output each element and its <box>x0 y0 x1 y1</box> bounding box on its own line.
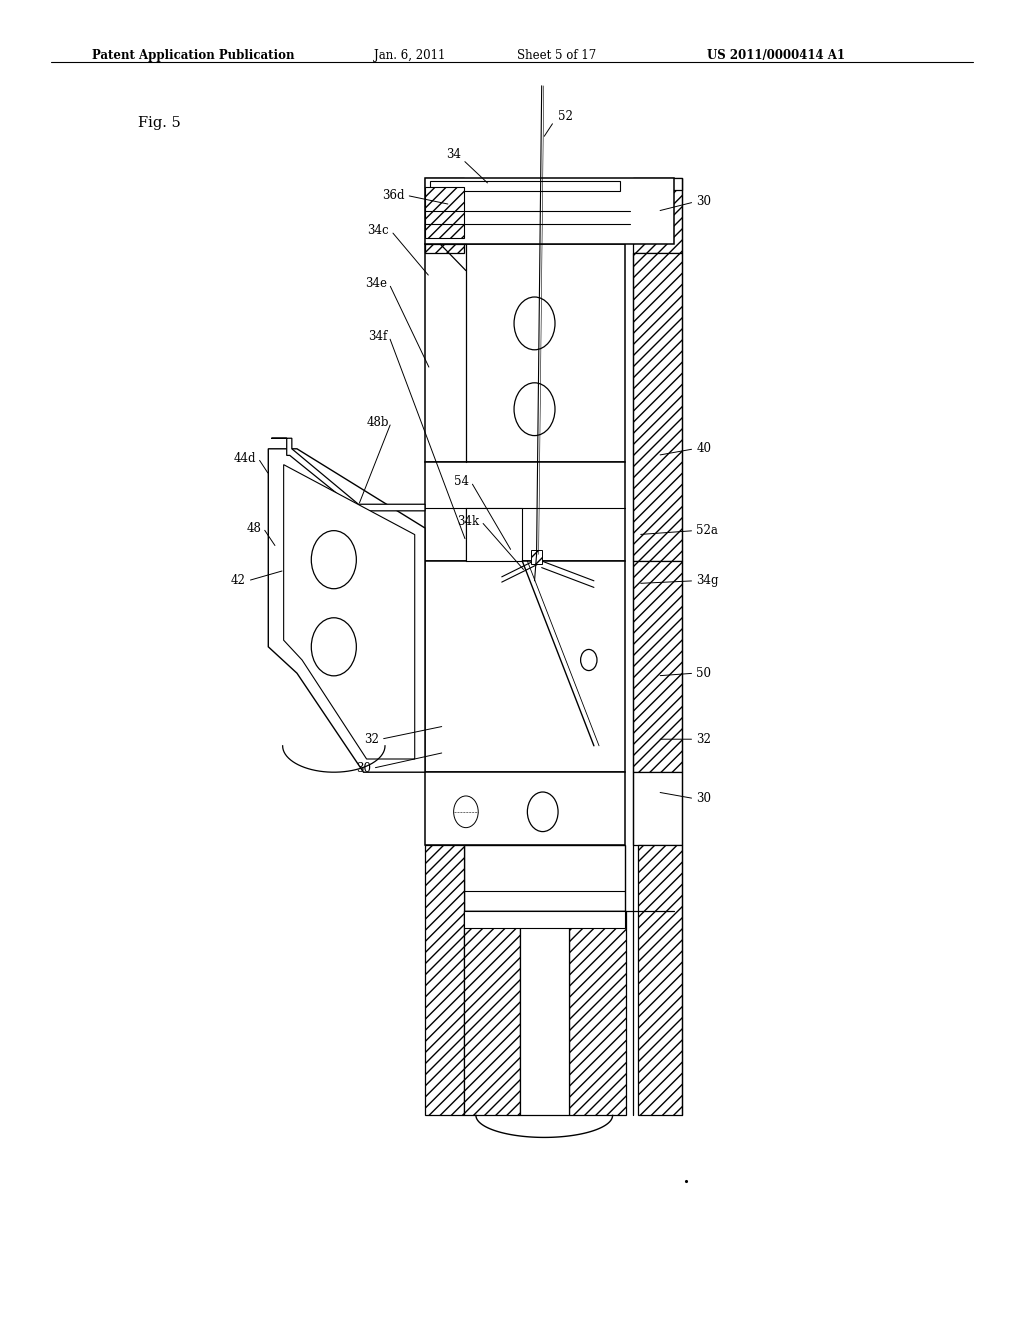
Bar <box>520 911 569 1115</box>
Bar <box>425 178 674 244</box>
Circle shape <box>514 297 555 350</box>
Bar <box>633 178 682 253</box>
Bar <box>464 911 520 1115</box>
Bar <box>425 772 625 845</box>
Bar <box>464 911 625 928</box>
Text: 32: 32 <box>696 733 712 746</box>
Text: 50: 50 <box>696 667 712 680</box>
Circle shape <box>514 383 555 436</box>
Bar <box>633 561 682 772</box>
Polygon shape <box>268 449 425 772</box>
Polygon shape <box>271 438 425 511</box>
Text: 34: 34 <box>445 148 461 161</box>
Text: Jan. 6, 2011: Jan. 6, 2011 <box>374 49 445 62</box>
Text: 48: 48 <box>246 521 261 535</box>
Bar <box>425 244 625 462</box>
Bar <box>569 911 626 1115</box>
Bar <box>633 253 682 561</box>
Bar <box>633 772 682 845</box>
Text: 52: 52 <box>558 110 573 123</box>
Bar <box>430 181 620 191</box>
Bar <box>633 178 682 190</box>
Text: 48b: 48b <box>367 416 389 429</box>
Text: 54: 54 <box>454 475 469 488</box>
Text: 30: 30 <box>696 792 712 805</box>
Polygon shape <box>284 465 415 759</box>
Text: 32: 32 <box>364 733 379 746</box>
Text: 30: 30 <box>696 195 712 209</box>
Text: Sheet 5 of 17: Sheet 5 of 17 <box>517 49 596 62</box>
Text: 40: 40 <box>696 442 712 455</box>
Text: 36d: 36d <box>382 189 404 202</box>
Bar <box>464 845 625 911</box>
Bar <box>466 508 522 561</box>
Bar <box>425 462 625 561</box>
Text: 30: 30 <box>355 762 371 775</box>
Text: 34g: 34g <box>696 574 719 587</box>
Text: 34f: 34f <box>368 330 387 343</box>
Text: 34c: 34c <box>368 224 389 238</box>
Bar <box>531 550 542 564</box>
Bar <box>425 178 464 253</box>
Text: 44d: 44d <box>233 451 256 465</box>
Circle shape <box>454 796 478 828</box>
Text: US 2011/0000414 A1: US 2011/0000414 A1 <box>707 49 845 62</box>
Text: 34e: 34e <box>366 277 387 290</box>
Circle shape <box>581 649 597 671</box>
Bar <box>638 845 682 1115</box>
Circle shape <box>311 618 356 676</box>
Bar <box>425 561 625 772</box>
Text: Fig. 5: Fig. 5 <box>138 116 181 131</box>
Bar <box>425 178 464 190</box>
Circle shape <box>527 792 558 832</box>
Text: Patent Application Publication: Patent Application Publication <box>92 49 295 62</box>
Text: 52a: 52a <box>696 524 718 537</box>
Text: 34k: 34k <box>457 515 479 528</box>
Text: 42: 42 <box>230 574 246 587</box>
Circle shape <box>311 531 356 589</box>
Bar <box>425 187 464 238</box>
Bar <box>425 845 464 1115</box>
